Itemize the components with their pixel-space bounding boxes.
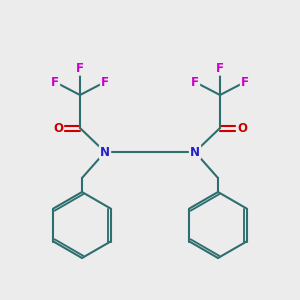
Text: N: N (100, 146, 110, 158)
Text: F: F (241, 76, 249, 88)
Text: F: F (191, 76, 199, 88)
Text: O: O (237, 122, 247, 134)
Text: O: O (53, 122, 63, 134)
Text: F: F (101, 76, 109, 88)
Text: N: N (190, 146, 200, 158)
Text: F: F (51, 76, 59, 88)
Text: F: F (76, 61, 84, 74)
Text: F: F (216, 61, 224, 74)
